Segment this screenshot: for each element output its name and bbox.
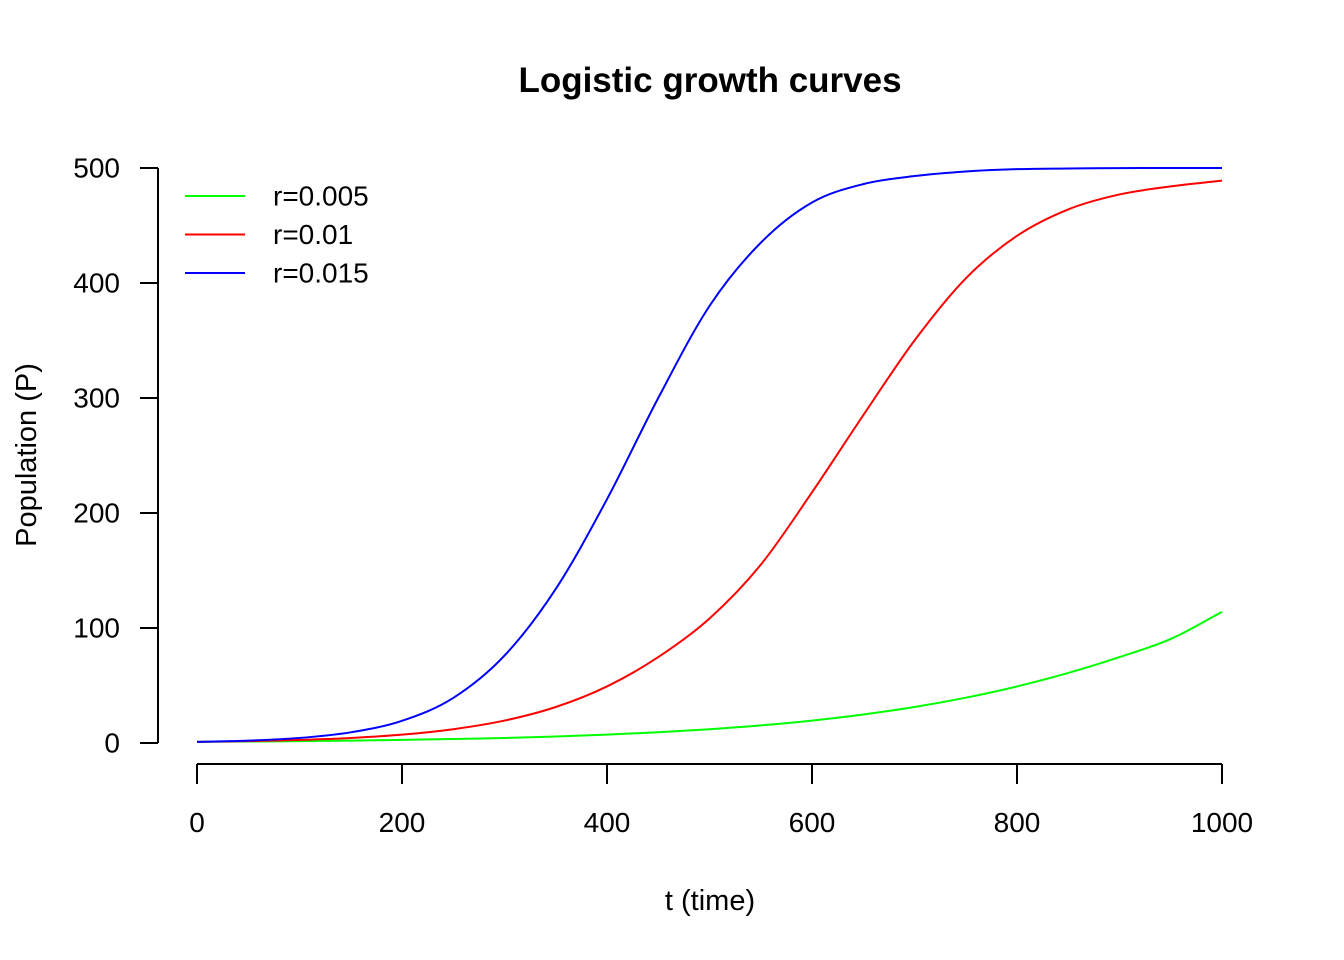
y-tick-label: 0 [104, 728, 120, 759]
y-tick-label: 100 [73, 613, 120, 644]
y-tick-label: 200 [73, 498, 120, 529]
chart-title: Logistic growth curves [518, 61, 901, 100]
y-tick-label: 500 [73, 153, 120, 184]
series-line-2 [196, 167, 1222, 743]
y-tick-label: 300 [73, 383, 120, 414]
x-tick-label: 0 [189, 807, 205, 838]
x-tick-label: 1000 [1191, 807, 1253, 838]
legend-label: r=0.015 [273, 258, 369, 289]
series-lines [196, 167, 1223, 743]
series-line-0 [196, 611, 1223, 743]
series-line-1 [196, 179, 1223, 743]
y-axis-ticks: 0 100 200 300 400 500 [73, 153, 158, 759]
x-tick-label: 200 [379, 807, 426, 838]
legend-label: r=0.01 [273, 219, 353, 250]
legend: r=0.005 r=0.01 r=0.015 [185, 181, 369, 289]
x-tick-label: 400 [584, 807, 631, 838]
x-tick-label: 600 [789, 807, 836, 838]
x-axis-label: t (time) [665, 885, 755, 917]
x-axis-ticks: 0 200 400 600 800 1000 [189, 764, 1253, 838]
y-axis-label: Population (P) [11, 363, 43, 547]
y-tick-label: 400 [73, 268, 120, 299]
legend-label: r=0.005 [273, 181, 369, 212]
x-tick-label: 800 [994, 807, 1041, 838]
